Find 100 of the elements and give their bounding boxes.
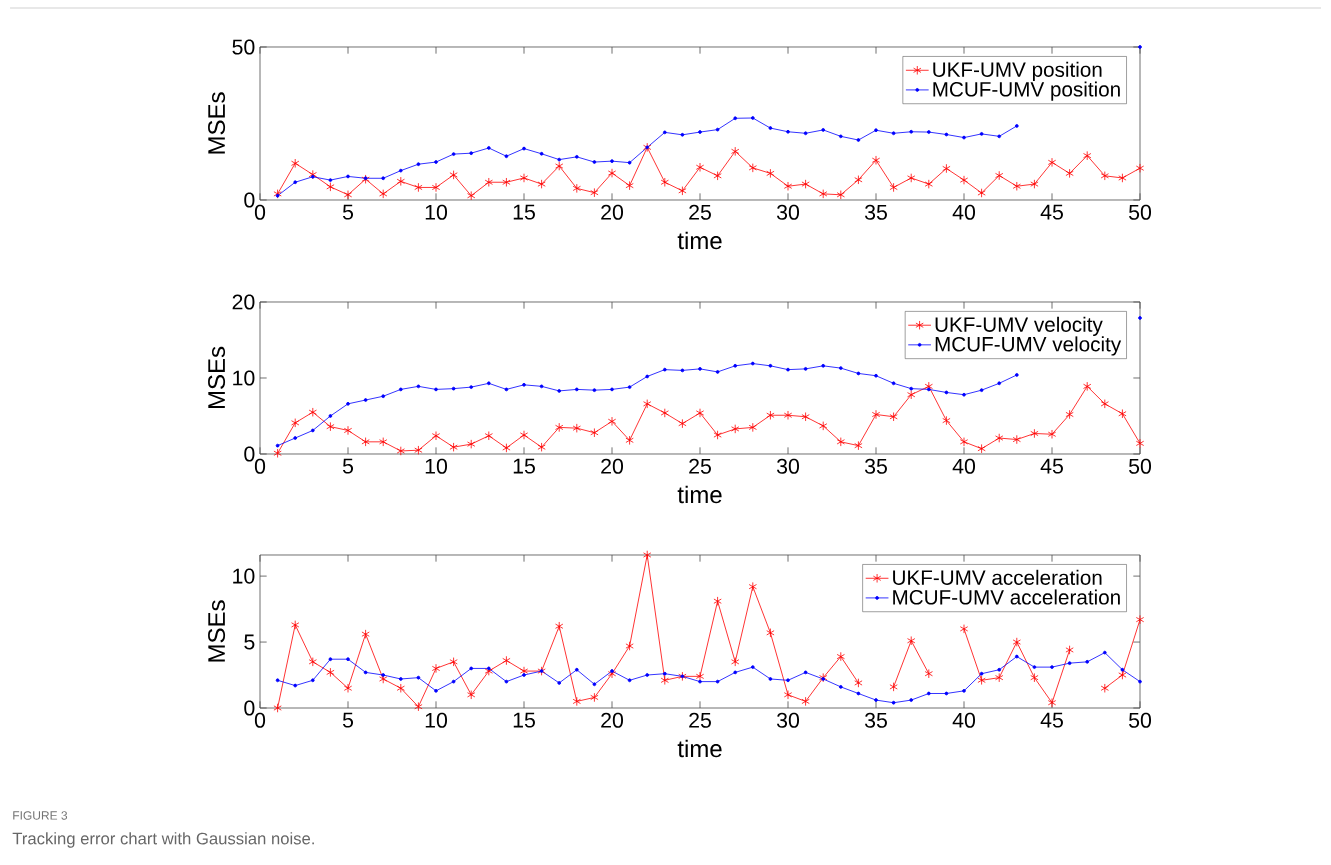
- point: [431, 431, 441, 441]
- x-tick-label: 15: [513, 458, 535, 474]
- point: [768, 363, 773, 368]
- point: [1032, 665, 1037, 669]
- y-tick-label: 10: [233, 370, 255, 386]
- point: [310, 678, 315, 683]
- point: [678, 186, 687, 196]
- point: [414, 445, 423, 455]
- point: [783, 410, 793, 420]
- point: [643, 550, 652, 560]
- point: [1065, 168, 1074, 179]
- point: [1030, 428, 1039, 439]
- point: [627, 678, 632, 683]
- point: [396, 683, 405, 693]
- point: [750, 665, 755, 669]
- point: [486, 666, 491, 671]
- point: [801, 696, 810, 707]
- point: [891, 700, 896, 705]
- point: [819, 673, 828, 683]
- point: [343, 190, 353, 200]
- x-axis-title: time: [677, 231, 722, 250]
- point: [451, 152, 456, 156]
- point: [801, 412, 810, 422]
- point: [293, 180, 298, 185]
- legend-label: MCUF-UMV position: [933, 81, 1120, 101]
- point: [1118, 409, 1127, 419]
- point: [519, 173, 529, 183]
- point: [748, 422, 757, 433]
- point: [889, 682, 898, 692]
- point: [889, 182, 898, 193]
- point: [451, 679, 456, 684]
- x-tick-label: 25: [689, 458, 711, 474]
- point: [1014, 124, 1019, 128]
- point: [731, 146, 740, 157]
- point: [786, 367, 790, 372]
- point: [733, 116, 738, 121]
- point: [590, 428, 599, 438]
- point: [484, 666, 493, 676]
- point: [715, 679, 720, 684]
- point: [381, 394, 386, 399]
- point: [1118, 173, 1127, 183]
- point: [856, 371, 861, 376]
- x-tick-label: 30: [776, 712, 800, 728]
- point: [768, 677, 773, 681]
- point: [803, 131, 808, 136]
- point: [662, 130, 667, 135]
- point: [768, 126, 773, 130]
- point: [715, 370, 720, 374]
- point: [537, 179, 546, 189]
- point: [293, 436, 298, 440]
- x-tick-label: 20: [601, 712, 624, 728]
- x-tick-label: 5: [342, 458, 354, 474]
- legend-label: UKF-UMV acceleration: [893, 569, 1102, 585]
- point: [431, 663, 441, 674]
- x-tick-label: 45: [1040, 204, 1063, 220]
- point: [959, 624, 969, 634]
- point: [1012, 434, 1021, 445]
- point: [434, 688, 438, 693]
- point: [1047, 429, 1057, 439]
- point: [607, 168, 617, 178]
- point: [590, 692, 599, 703]
- point: [854, 678, 863, 688]
- point: [660, 177, 669, 187]
- point: [695, 162, 705, 172]
- point: [1135, 163, 1145, 173]
- x-tick-label: 35: [864, 204, 887, 220]
- point: [416, 675, 421, 680]
- x-tick-label: 45: [1040, 458, 1063, 474]
- point: [995, 433, 1004, 443]
- point: [786, 678, 790, 683]
- point: [522, 382, 526, 387]
- point: [801, 179, 810, 189]
- point: [977, 444, 986, 454]
- point: [962, 392, 966, 397]
- point: [328, 414, 333, 418]
- point: [995, 673, 1004, 683]
- y-tick-label: 0: [244, 192, 255, 208]
- x-axis-title: time: [677, 739, 722, 758]
- y-tick-label: 5: [244, 634, 255, 650]
- point: [660, 675, 669, 685]
- point: [695, 671, 705, 682]
- point: [381, 176, 386, 181]
- point: [1065, 645, 1074, 655]
- point: [924, 381, 933, 392]
- point: [698, 130, 702, 134]
- point: [555, 422, 564, 433]
- point: [363, 670, 368, 675]
- point: [572, 423, 581, 433]
- point: [1012, 181, 1021, 191]
- point: [328, 178, 333, 182]
- point: [838, 685, 843, 689]
- point: [713, 596, 722, 606]
- point: [662, 367, 667, 372]
- point: [273, 703, 282, 713]
- point: [1138, 679, 1142, 684]
- point: [662, 671, 667, 676]
- point: [1138, 316, 1142, 320]
- point: [592, 160, 597, 164]
- point: [486, 381, 491, 386]
- point: [1102, 650, 1107, 655]
